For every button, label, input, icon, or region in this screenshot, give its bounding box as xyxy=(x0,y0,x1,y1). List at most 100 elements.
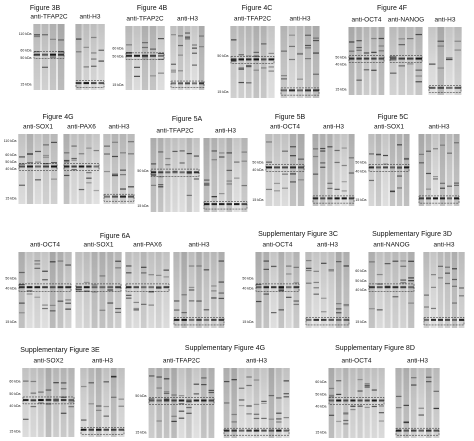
band xyxy=(193,399,200,402)
band xyxy=(126,272,132,274)
band xyxy=(71,169,77,171)
band xyxy=(93,165,99,168)
band xyxy=(238,399,245,401)
band xyxy=(433,429,439,432)
lane xyxy=(313,252,319,328)
lane xyxy=(224,368,230,438)
lane xyxy=(83,252,90,328)
marker-label: 60 kDa xyxy=(315,380,326,384)
blot xyxy=(230,26,275,98)
band xyxy=(218,318,224,321)
lane xyxy=(126,26,132,90)
band xyxy=(35,179,41,181)
band xyxy=(440,197,445,200)
lane xyxy=(320,134,326,206)
band xyxy=(126,265,132,267)
band xyxy=(91,284,98,286)
band xyxy=(219,193,225,195)
band xyxy=(118,405,124,407)
band xyxy=(35,150,41,153)
band xyxy=(313,37,319,39)
lane xyxy=(343,368,349,438)
band xyxy=(134,54,140,57)
band xyxy=(256,286,262,289)
dashed-box xyxy=(305,317,350,326)
band xyxy=(148,304,154,306)
band xyxy=(231,413,237,416)
band xyxy=(224,402,230,404)
band xyxy=(163,398,170,400)
marker-label: 15 kDa xyxy=(112,83,123,87)
band xyxy=(253,429,260,432)
band xyxy=(234,161,240,163)
band xyxy=(98,60,104,62)
band xyxy=(30,392,37,394)
marker-label: 40 kDa xyxy=(252,168,263,172)
lane xyxy=(185,26,190,90)
band xyxy=(447,185,452,187)
lane xyxy=(306,252,312,328)
blot xyxy=(389,27,423,95)
band xyxy=(103,381,109,383)
band xyxy=(126,54,132,57)
band xyxy=(128,186,134,188)
band xyxy=(57,286,64,289)
band xyxy=(396,407,402,409)
band xyxy=(19,312,25,314)
blot xyxy=(125,26,165,90)
panel-title: Supplementary Figure 3D xyxy=(372,231,452,238)
band xyxy=(199,46,204,48)
lane xyxy=(390,27,397,95)
band xyxy=(321,262,327,264)
lane xyxy=(204,138,210,212)
lane xyxy=(193,138,199,212)
band xyxy=(204,182,210,184)
lane xyxy=(34,252,41,328)
band xyxy=(156,399,162,402)
lane xyxy=(211,252,217,328)
band xyxy=(208,389,214,392)
marker-label: 15 kDa xyxy=(335,87,346,91)
band xyxy=(313,148,319,150)
lane xyxy=(383,134,388,206)
band xyxy=(327,146,333,148)
band xyxy=(19,271,25,274)
lane xyxy=(203,252,210,328)
band xyxy=(390,56,397,58)
band xyxy=(64,152,70,154)
band xyxy=(376,286,383,289)
band xyxy=(290,155,296,157)
band xyxy=(128,141,134,143)
band xyxy=(341,164,347,167)
band xyxy=(186,172,192,175)
band xyxy=(49,261,56,263)
lane xyxy=(142,26,148,90)
band xyxy=(186,171,192,174)
band xyxy=(452,278,457,281)
band xyxy=(193,383,200,385)
band xyxy=(76,286,82,289)
lane xyxy=(429,27,436,95)
dashed-box xyxy=(395,427,440,436)
band xyxy=(133,307,139,310)
dashed-box xyxy=(423,317,465,326)
band xyxy=(384,263,391,265)
band xyxy=(350,408,356,411)
panel-title: Figure 5C xyxy=(378,114,409,121)
band xyxy=(329,396,335,398)
band xyxy=(111,396,117,398)
band xyxy=(246,65,252,67)
band xyxy=(42,307,48,310)
band xyxy=(65,308,71,310)
band xyxy=(313,197,319,200)
band xyxy=(241,151,247,153)
band xyxy=(343,305,349,307)
band xyxy=(179,150,185,152)
blot xyxy=(328,368,385,438)
band xyxy=(378,37,384,40)
band xyxy=(88,428,94,431)
marker-label: 15 kDa xyxy=(5,320,16,324)
marker-label: 50 kDa xyxy=(355,161,366,165)
band xyxy=(419,153,424,155)
band xyxy=(426,197,431,200)
